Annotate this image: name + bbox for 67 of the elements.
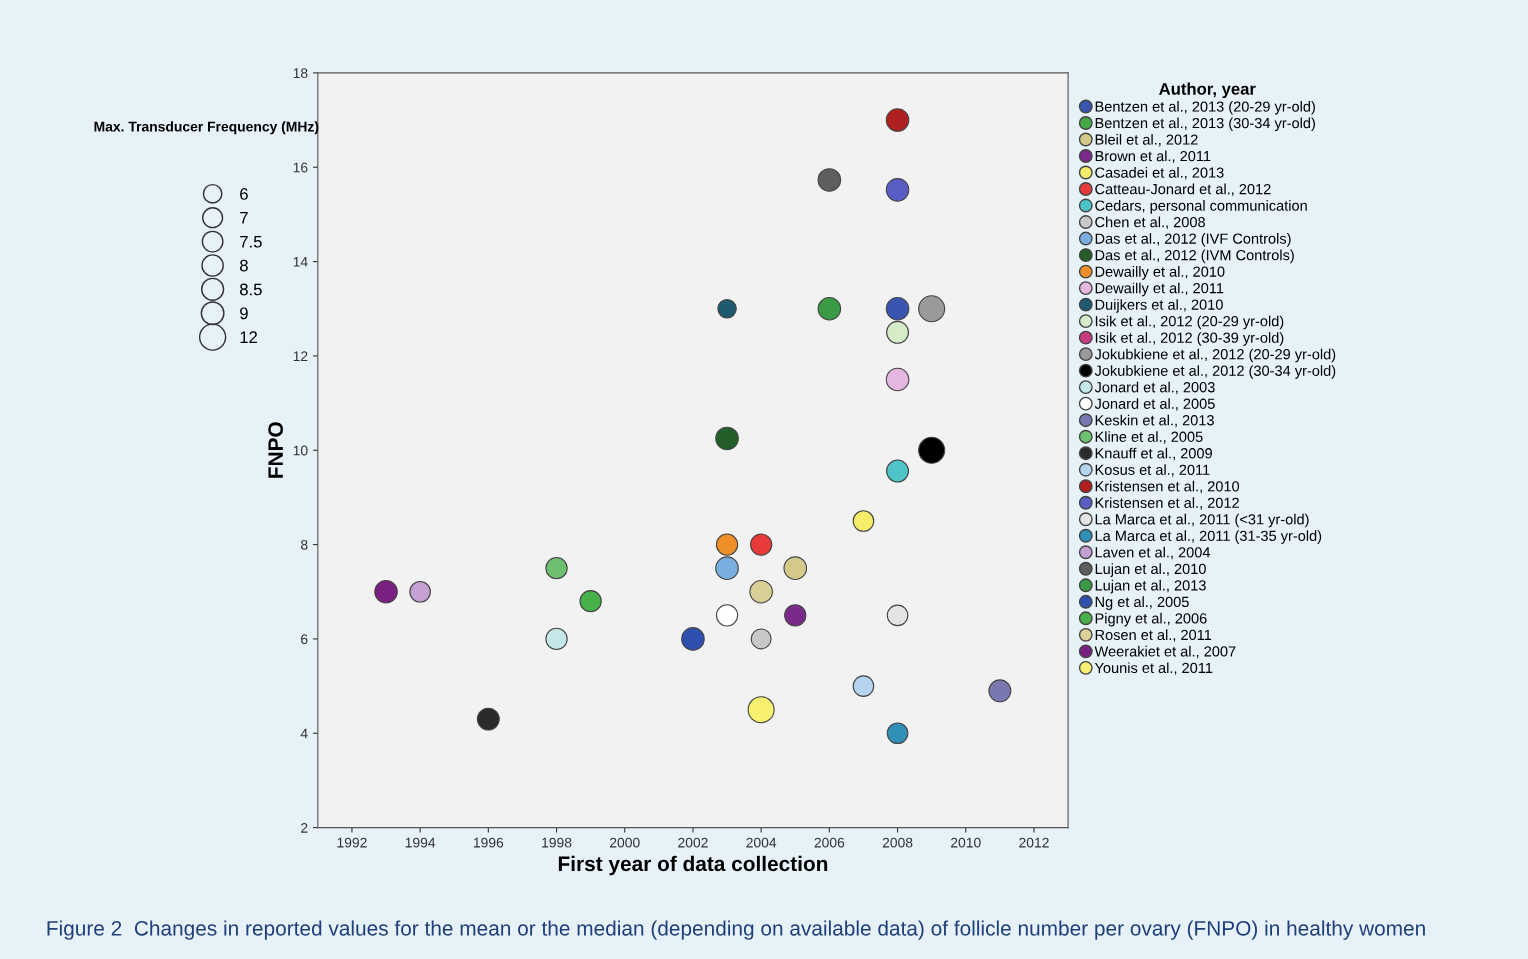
legend-label: Pigny et al., 2006 — [1095, 612, 1207, 627]
annotation: Max. Transducer Frequency (MHz) — [94, 121, 319, 135]
y-tick-label: 14 — [293, 257, 308, 267]
legend-label: Brown et al., 2011 — [1095, 150, 1211, 163]
x-tick-label: 2000 — [610, 837, 640, 848]
y-tick-label: 2 — [301, 822, 308, 833]
caption: Figure 2 Changes in reported values for the mean or the median (depending on available data) of follicle number per ovary (FNPO) in healthy women — [47, 920, 1425, 940]
legend-label: Catteau-Jonard et al., 2012 — [1095, 183, 1271, 196]
legend-label: Jokubkiene et al., 2012 (20-29 yr-old) — [1094, 348, 1336, 363]
y-tick-label: 12 — [293, 351, 308, 361]
x-tick-label: 1996 — [473, 837, 504, 848]
legend-label: Keskin et al., 2013 — [1095, 414, 1214, 428]
legend-label: Kristensen et al., 2010 — [1095, 480, 1240, 494]
x-tick-label: 1998 — [542, 837, 572, 848]
legend-label: Lujan et al., 2013 — [1095, 579, 1206, 594]
legend-label: La Marca et al., 2011 (31-35 yr-old) — [1095, 530, 1322, 544]
legend-label: Dewailly et al., 2010 — [1095, 266, 1225, 280]
legend-label: Chen et al., 2008 — [1095, 216, 1205, 230]
y-tick-label: 4 — [300, 728, 308, 739]
x-tick-label: 2006 — [814, 837, 845, 848]
x-tick-label: 2010 — [951, 837, 981, 848]
legend-label: 7 — [240, 212, 248, 224]
legend-title: Author, year — [1159, 82, 1256, 99]
legend-label: Jonard et al., 2005 — [1094, 398, 1215, 411]
legend-label: 12 — [240, 331, 257, 343]
legend-label: 8.5 — [240, 283, 262, 296]
legend-label: 7.5 — [240, 235, 262, 248]
x-tick-label: 1992 — [337, 837, 367, 848]
legend-label: Das et al., 2012 (IVM Controls) — [1095, 249, 1294, 264]
legend-label: Bentzen et al., 2013 (20-29 yr-old) — [1095, 101, 1315, 115]
legend-label: Duijkers et al., 2010 — [1095, 299, 1223, 313]
legend-label: Kosus et al., 2011 — [1095, 464, 1210, 477]
legend-label: Jonard et al., 2003 — [1094, 381, 1215, 395]
legend-label: Laven et al., 2004 — [1095, 546, 1211, 560]
legend-label: Dewailly et al., 2011 — [1095, 282, 1224, 297]
y-tick-label: 6 — [301, 634, 308, 645]
x-tick-label: 2002 — [678, 837, 708, 848]
x-axis-title: First year of data collection — [558, 855, 828, 876]
y-tick-label: 18 — [293, 68, 308, 79]
legend-label: 9 — [240, 307, 248, 320]
legend-label: 6 — [240, 188, 248, 200]
legend-label: Younis et al., 2011 — [1094, 662, 1213, 675]
legend-label: Isik et al., 2012 (30-39 yr-old) — [1095, 332, 1284, 346]
legend-label: Kristensen et al., 2012 — [1095, 497, 1239, 510]
legend-label: Rosen et al., 2011 — [1095, 629, 1212, 642]
x-tick-label: 1994 — [405, 837, 436, 848]
legend-label: Bentzen et al., 2013 (30-34 yr-old) — [1095, 117, 1315, 132]
legend-label: Isik et al., 2012 (20-29 yr-old) — [1095, 315, 1284, 330]
legend-label: 8 — [240, 259, 248, 272]
y-tick-label: 10 — [293, 445, 308, 456]
legend-label: Jokubkiene et al., 2012 (30-34 yr-old) — [1094, 365, 1336, 379]
legend-label: Knauff et al., 2009 — [1095, 447, 1212, 461]
x-tick-label: 2008 — [882, 837, 913, 848]
legend-label: Das et al., 2012 (IVF Controls) — [1095, 233, 1291, 247]
legend-label: Lujan et al., 2010 — [1095, 563, 1206, 577]
legend-label: Cedars, personal communication — [1095, 200, 1307, 214]
legend-label: Ng et al., 2005 — [1095, 596, 1189, 610]
x-tick-label: 2012 — [1019, 837, 1049, 848]
y-axis-title: FNPO — [268, 422, 283, 478]
x-tick-label: 2004 — [746, 837, 777, 848]
legend-label: La Marca et al., 2011 (<31 yr-old) — [1095, 513, 1309, 528]
legend-label: Casadei et al., 2013 — [1095, 167, 1224, 180]
legend-label: Bleil et al., 2012 — [1095, 134, 1198, 147]
legend-label: Kline et al., 2005 — [1095, 431, 1203, 444]
y-tick-label: 8 — [300, 539, 308, 550]
y-tick-label: 16 — [293, 162, 308, 173]
legend-label: Weerakiet et al., 2007 — [1094, 645, 1236, 659]
